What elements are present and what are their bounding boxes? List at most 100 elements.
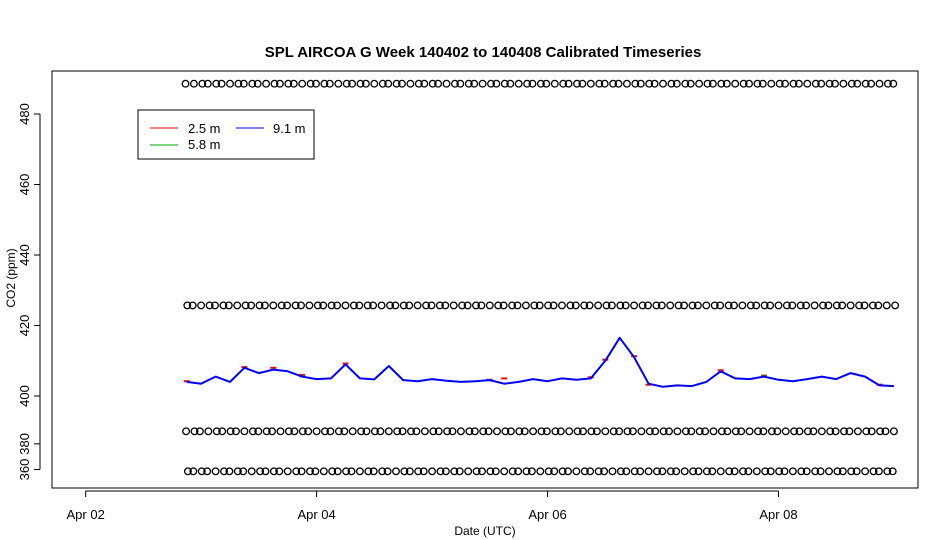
y-axis-label: CO2 (ppm) (4, 248, 18, 307)
calibration-point (587, 427, 596, 436)
calibration-point (203, 467, 212, 476)
calibration-point (506, 79, 515, 88)
calibration-point (766, 301, 775, 310)
calibration-point (220, 467, 228, 476)
calibration-point (883, 79, 892, 88)
calibration-point (559, 79, 568, 88)
calibration-point (731, 79, 740, 88)
calibration-point (739, 79, 748, 88)
calibration-point (369, 301, 378, 310)
calibration-point (797, 467, 806, 476)
calibration-point (520, 427, 529, 436)
calibration-point (405, 467, 414, 476)
calibration-point (414, 467, 423, 476)
calibration-point (847, 79, 856, 88)
calibration-point (628, 427, 637, 436)
calibration-point (325, 79, 334, 88)
calibration-point (530, 301, 539, 310)
x-axis: Apr 02 Apr 04 Apr 06 Apr 08 (67, 490, 798, 522)
calibration-point (248, 79, 257, 88)
calibration-point (708, 79, 717, 88)
calibration-point (586, 467, 595, 476)
calibration-point (609, 427, 618, 436)
calibration-point (392, 79, 401, 88)
calibration-point (831, 427, 840, 436)
y-tick-label: 480 (17, 103, 32, 125)
calibration-point (659, 79, 667, 88)
calibration-point (224, 301, 233, 310)
calibration-point (630, 467, 639, 476)
calibration-point (816, 467, 825, 476)
calibration-point (688, 301, 697, 310)
calibration-point (486, 467, 495, 476)
y-tick-label: 380 (17, 433, 32, 455)
calibration-point (312, 79, 320, 88)
calibration-point (291, 301, 300, 310)
calibration-point (500, 467, 509, 476)
calibration-point (630, 301, 639, 310)
calibration-point (616, 301, 625, 310)
calibration-point (239, 79, 248, 88)
calibration-point (680, 467, 689, 476)
calibration-point (794, 79, 803, 88)
calibration-point (456, 427, 465, 436)
calibration-point (672, 467, 681, 476)
calibration-point (529, 427, 538, 436)
calibration-point (523, 79, 532, 88)
calibration-point (306, 467, 314, 476)
calibration-point (645, 79, 654, 88)
calibration-point (508, 467, 517, 476)
calibration-markers (181, 79, 900, 476)
calibration-point (501, 427, 510, 436)
legend-box (137, 109, 315, 160)
calibration-point (644, 301, 652, 310)
calibration-point (464, 79, 473, 88)
calibration-point (579, 427, 587, 436)
calibration-point (666, 301, 675, 310)
calibration-point (652, 301, 661, 310)
x-tick-label: Apr 08 (759, 507, 797, 522)
calibration-point (465, 427, 474, 436)
calibration-point (357, 427, 366, 436)
calibration-point (766, 467, 775, 476)
calibration-point (218, 427, 227, 436)
calibration-point (535, 301, 544, 310)
calibration-point (817, 79, 826, 88)
calibration-point (407, 427, 415, 436)
calibration-point (195, 427, 204, 436)
calibration-point (564, 467, 572, 476)
calibration-point (687, 427, 696, 436)
calibration-point (659, 427, 668, 436)
calibration-point (838, 301, 847, 310)
calibration-point (544, 301, 553, 310)
calibration-point (544, 467, 553, 476)
calibration-point (724, 301, 733, 310)
calibration-point (268, 427, 277, 436)
calibration-point (600, 79, 609, 88)
calibration-point (645, 427, 654, 436)
calibration-point (832, 301, 841, 310)
calibration-point (710, 301, 719, 310)
calibration-point (845, 427, 854, 436)
calibration-point (730, 467, 739, 476)
calibration-point (499, 301, 508, 310)
calibration-point (638, 301, 647, 310)
calibration-point (479, 427, 488, 436)
calibration-point (327, 301, 336, 310)
calibration-point (284, 427, 293, 436)
calibration-point (349, 301, 358, 310)
legend-label-2-5m: 2.5 m (188, 121, 221, 136)
calibration-point (723, 427, 732, 436)
calibration-point (181, 79, 190, 88)
calibration-point (695, 427, 704, 436)
calibration-point (398, 427, 407, 436)
calibration-point (370, 79, 379, 88)
calibration-point (284, 79, 293, 88)
calibration-point (204, 427, 213, 436)
calibration-point (717, 79, 726, 88)
calibration-point (212, 427, 221, 436)
calibration-point (867, 427, 876, 436)
series-line-9-1m (186, 336, 894, 388)
calibration-point (197, 301, 206, 310)
calibration-point (212, 79, 221, 88)
